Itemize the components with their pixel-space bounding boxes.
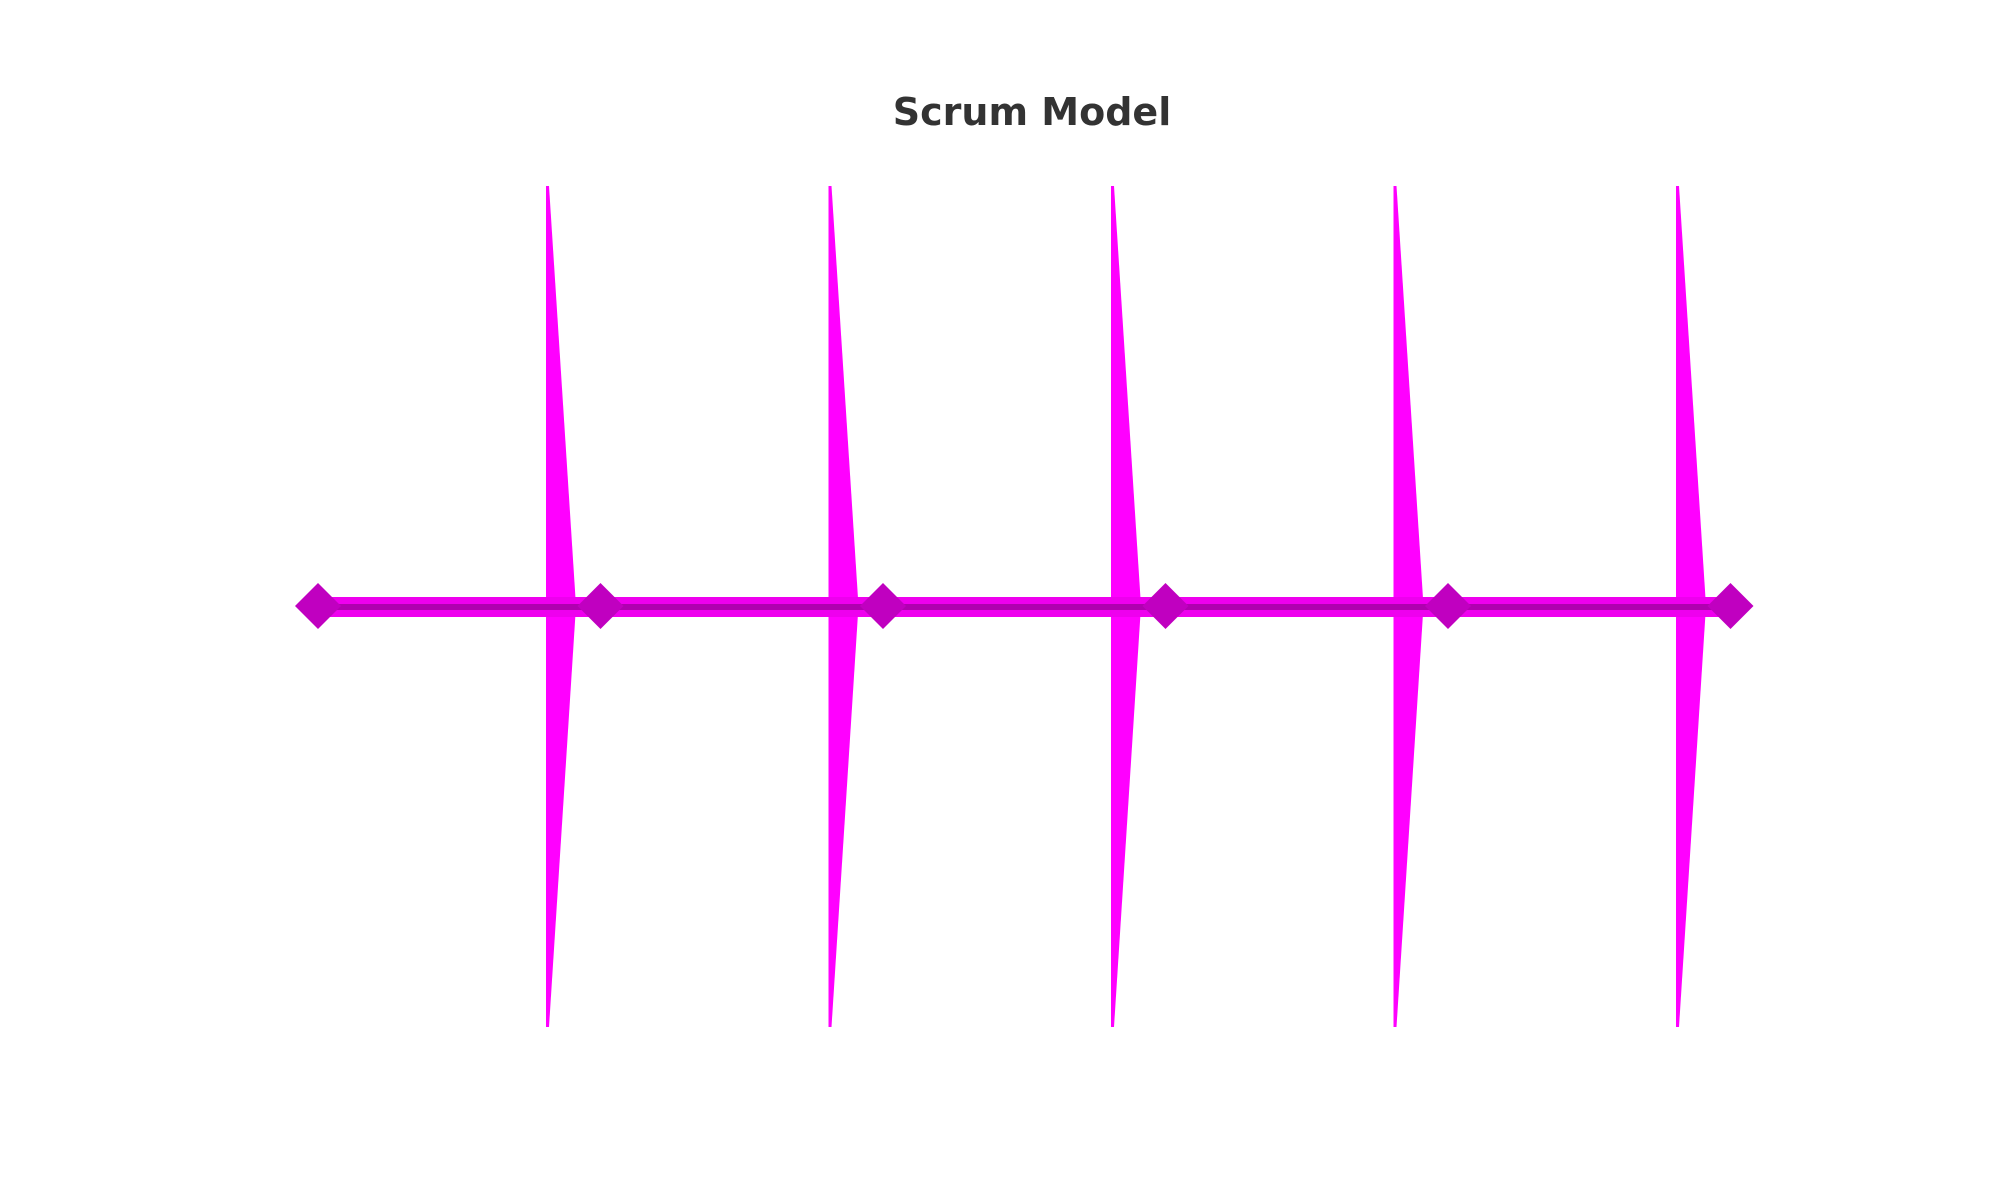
- timeline-center-line: [318, 604, 1738, 610]
- milestone-diamond: [1425, 583, 1471, 629]
- diagram-title: Scrum Model: [892, 90, 1172, 134]
- milestones: [295, 583, 1754, 629]
- milestone-diamond: [1142, 583, 1189, 629]
- milestone-diamond: [295, 583, 341, 629]
- milestone-diamond: [860, 583, 906, 629]
- milestone-diamond: [1707, 583, 1754, 629]
- milestone-diamond: [577, 583, 624, 629]
- timeline: [318, 597, 1738, 617]
